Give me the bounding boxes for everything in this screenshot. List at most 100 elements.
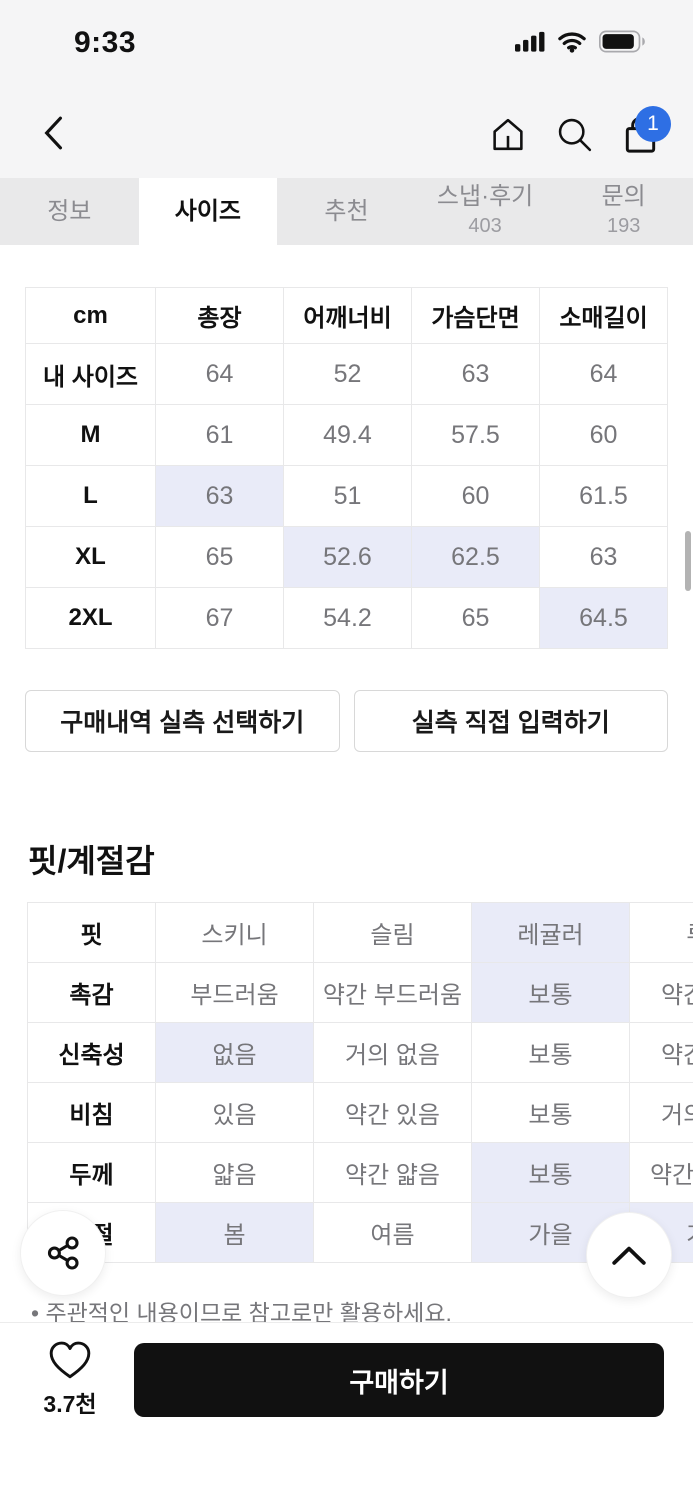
size-row-l: L 63 51 60 61.5 [25,465,668,527]
fit-table: 핏 스키니 슬림 레귤러 루즈 촉감 부드러움 약간 부드러움 보통 약간 까슬… [27,902,693,1263]
fit-cell: 약간 두꺼움 [629,1142,693,1203]
size-cell-highlighted: 64.5 [539,587,668,649]
tab-inquiry[interactable]: 문의 193 [554,178,693,245]
fit-row-stretch: 신축성 없음 거의 없음 보통 약간 있음 [27,1022,693,1083]
size-cell: 65 [155,526,284,588]
size-row-label: 내 사이즈 [25,343,156,405]
fit-cell: 보통 [471,1082,630,1143]
tab-label: 문의 [601,183,646,210]
fit-row-sheerness: 비침 있음 약간 있음 보통 거의 없음 [27,1082,693,1143]
fit-table-scroll-area[interactable]: 핏 스키니 슬림 레귤러 루즈 촉감 부드러움 약간 부드러움 보통 약간 까슬… [27,902,693,1265]
size-cell: 63 [411,343,540,405]
size-col-chest: 가슴단면 [411,287,540,344]
fit-row-label: 두께 [27,1142,156,1203]
status-icons [515,30,647,53]
fit-row-label: 핏 [27,902,156,963]
fit-cell: 여름 [313,1202,472,1263]
fit-cell: 약간 부드러움 [313,962,472,1023]
back-chevron-icon [44,116,62,149]
tab-label: 사이즈 [174,197,242,225]
scrollbar-thumb[interactable] [685,531,691,591]
fit-row-label: 촉감 [27,962,156,1023]
size-cell: 51 [283,465,412,527]
tab-info[interactable]: 정보 [0,178,139,245]
enter-measure-directly-button[interactable]: 실측 직접 입력하기 [353,690,668,752]
scroll-to-top-button[interactable] [586,1212,672,1298]
size-row-2xl: 2XL 67 54.2 65 64.5 [25,587,668,649]
size-cell: 65 [411,587,540,649]
tab-size[interactable]: 사이즈 [138,178,278,245]
fit-cell: 있음 [155,1082,314,1143]
size-cell: 61 [155,404,284,466]
fit-cell: 얇음 [155,1142,314,1203]
tab-label: 스냅·후기 [436,183,534,210]
like-count: 3.7천 [43,1391,97,1417]
size-row-m: M 61 49.4 57.5 60 [25,404,668,466]
fit-cell-highlighted: 가을 [471,1202,630,1263]
tab-count: 193 [606,215,641,237]
size-row-label: 2XL [25,587,156,649]
like-button[interactable]: 3.7천 [34,1339,106,1419]
size-cell: 67 [155,587,284,649]
status-time: 9:33 [74,26,137,59]
cart-button[interactable]: 1 [617,106,671,158]
fit-row-thickness: 두께 얇음 약간 얇음 보통 약간 두꺼움 [27,1142,693,1203]
size-cell: 60 [539,404,668,466]
size-cell-highlighted: 62.5 [411,526,540,588]
fit-cell: 루즈 [629,902,693,963]
size-table: cm 총장 어깨너비 가슴단면 소매길이 내 사이즈 64 52 63 64 M… [25,287,668,649]
measure-buttons: 구매내역 실측 선택하기 실측 직접 입력하기 [25,690,668,752]
tab-snap-reviews[interactable]: 스냅·후기 403 [415,178,555,245]
size-cell: 61.5 [539,465,668,527]
fit-cell: 약간 얇음 [313,1142,472,1203]
size-cell: 60 [411,465,540,527]
tab-bar: 정보 사이즈 추천 스냅·후기 403 문의 193 [0,178,693,245]
fit-cell-highlighted: 레귤러 [471,902,630,963]
size-col-total-length: 총장 [155,287,284,344]
share-icon [47,1236,79,1270]
size-row-label: M [25,404,156,466]
subjective-note: • 주관적인 내용이므로 참고로만 활용하세요. [31,1300,452,1326]
size-cell: 57.5 [411,404,540,466]
fit-cell: 거의 없음 [313,1022,472,1083]
size-cell-highlighted: 63 [155,465,284,527]
buy-button[interactable]: 구매하기 [134,1343,664,1417]
fit-cell-highlighted: 없음 [155,1022,314,1083]
select-measure-from-history-button[interactable]: 구매내역 실측 선택하기 [25,690,340,752]
fit-row-texture: 촉감 부드러움 약간 부드러움 보통 약간 까슬 [27,962,693,1023]
size-col-shoulder: 어깨너비 [283,287,412,344]
home-button[interactable] [485,110,531,158]
search-icon [558,118,591,151]
tab-label: 정보 [47,197,92,225]
nav-bar: 1 [0,90,693,178]
fit-row-label: 비침 [27,1082,156,1143]
tab-recommend[interactable]: 추천 [277,178,416,245]
size-row-xl: XL 65 52.6 62.5 63 [25,526,668,588]
size-row-my-size: 내 사이즈 64 52 63 64 [25,343,668,405]
size-col-sleeve: 소매길이 [539,287,668,344]
wifi-icon [558,31,586,53]
signal-icon [515,31,545,52]
size-row-label: XL [25,526,156,588]
fit-cell: 보통 [471,1022,630,1083]
fit-row-label: 신축성 [27,1022,156,1083]
fit-cell: 스키니 [155,902,314,963]
battery-icon [599,30,645,53]
fit-cell: 부드러움 [155,962,314,1023]
fit-cell: 약간 있음 [313,1082,472,1143]
fit-cell: 슬림 [313,902,472,963]
status-bar: 9:33 [0,22,693,68]
fit-cell-highlighted: 보통 [471,1142,630,1203]
tab-label: 추천 [324,197,369,225]
nav-actions: 1 [485,106,671,158]
search-button[interactable] [551,110,597,158]
size-cell-highlighted: 52.6 [283,526,412,588]
size-cell: 52 [283,343,412,405]
size-col-unit: cm [25,287,156,344]
size-row-label: L [25,465,156,527]
cart-badge: 1 [635,106,671,142]
size-cell: 49.4 [283,404,412,466]
share-button[interactable] [20,1210,106,1296]
back-button[interactable] [36,114,70,154]
